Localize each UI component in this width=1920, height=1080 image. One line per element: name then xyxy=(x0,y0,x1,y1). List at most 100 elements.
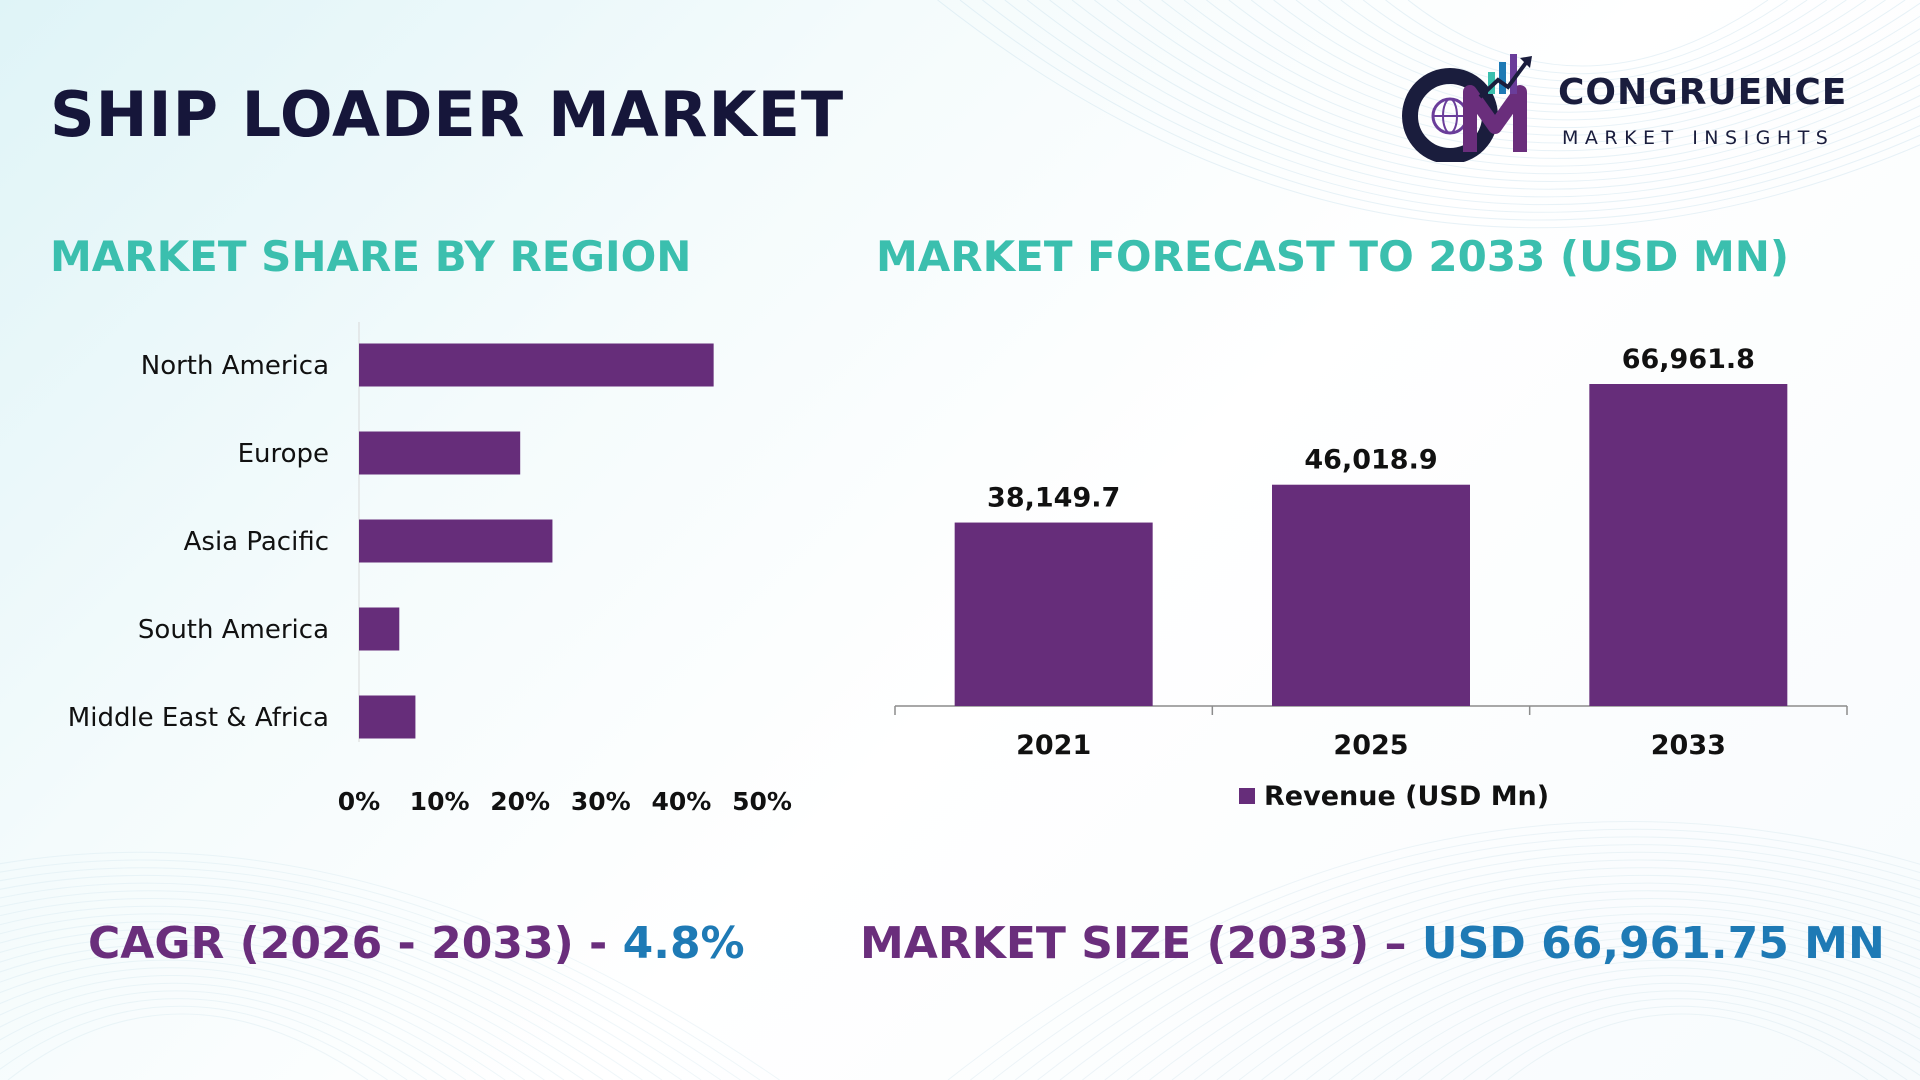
region-category-label: South America xyxy=(138,615,329,645)
background-wave-line xyxy=(1071,0,1920,182)
background-wave-line xyxy=(1328,952,1920,1080)
background-wave-line xyxy=(1116,0,1920,167)
logo-name: CONGRUENCE xyxy=(1558,72,1848,113)
background-wave-line xyxy=(1082,867,1920,1080)
forecast-category-label: 2025 xyxy=(1333,730,1408,761)
region-tick-label: 10% xyxy=(410,787,470,816)
background-wave-line xyxy=(937,0,1920,229)
background-wave-line xyxy=(1373,967,1920,1080)
background-wave-line xyxy=(0,921,604,1080)
cagr-label: CAGR (2026 - 2033) - xyxy=(88,918,623,969)
background-wave-line xyxy=(1026,0,1920,198)
background-wave-line xyxy=(7,1013,369,1080)
background-wave-line xyxy=(1261,928,1920,1080)
background-wave-line xyxy=(1138,0,1920,159)
background-wave-line xyxy=(0,944,545,1080)
background-wave-line xyxy=(1407,0,1769,67)
forecast-bar xyxy=(1589,384,1788,706)
background-wave-line xyxy=(0,905,643,1080)
market-size-summary: MARKET SIZE (2033) – USD 66,961.75 MN xyxy=(860,918,1885,969)
background-wave-line xyxy=(1306,944,1920,1080)
background-wave-line xyxy=(1206,0,1920,136)
background-wave-line xyxy=(1037,851,1920,1080)
background-wave-line xyxy=(0,867,741,1080)
market-size-label: MARKET SIZE (2033) – xyxy=(860,918,1422,969)
background-wave-line xyxy=(1171,898,1920,1080)
region-tick-label: 30% xyxy=(571,787,631,816)
market-size-value: USD 66,961.75 MN xyxy=(1421,918,1885,969)
background-wave-line xyxy=(1228,0,1920,128)
background-wave-line xyxy=(1094,0,1920,175)
background-wave-line xyxy=(1418,982,1920,1080)
background-wave-line xyxy=(0,990,428,1080)
background-wave-line xyxy=(0,936,565,1080)
background-wave-line xyxy=(1362,0,1808,82)
background-wave-line xyxy=(1014,844,1920,1080)
region-category-label: North America xyxy=(141,351,329,381)
background-wave-line xyxy=(1250,0,1906,121)
legend-label: Revenue (USD Mn) xyxy=(1264,781,1549,812)
background-wave-line xyxy=(0,967,486,1080)
background-wave-line xyxy=(1462,998,1908,1080)
background-wave-line xyxy=(0,882,702,1080)
background-wave-line xyxy=(0,859,761,1080)
background-wave-line xyxy=(1004,0,1920,206)
background-wave-line xyxy=(982,0,1920,213)
background-wave-line xyxy=(1395,975,1920,1080)
background-wave-line xyxy=(0,975,467,1080)
background-wave-line xyxy=(0,874,722,1080)
background-wave-line xyxy=(1340,0,1828,90)
background-wave-line xyxy=(0,913,624,1080)
background-wave-line xyxy=(0,959,506,1080)
page-title: SHIP LOADER MARKET xyxy=(50,78,845,151)
background-wave-line xyxy=(0,890,682,1080)
region-bar xyxy=(359,519,553,563)
background-wave-line xyxy=(1216,913,1920,1080)
background-wave-line xyxy=(1440,990,1920,1080)
region-bar xyxy=(359,695,416,739)
background-wave-line xyxy=(992,836,1920,1080)
region-tick-label: 20% xyxy=(490,787,550,816)
region-category-label: Middle East & Africa xyxy=(68,703,329,733)
background-wave-line xyxy=(0,928,584,1080)
region-tick-label: 40% xyxy=(651,787,711,816)
background-wave-line xyxy=(1507,1013,1869,1080)
cagr-summary: CAGR (2026 - 2033) - 4.8% xyxy=(88,918,745,969)
background-wave-line xyxy=(1273,0,1886,113)
forecast-data-label: 38,149.7 xyxy=(987,483,1120,514)
forecast-data-label: 66,961.8 xyxy=(1622,344,1755,375)
forecast-category-label: 2033 xyxy=(1651,730,1726,761)
region-bar xyxy=(359,431,521,475)
background-wave-line xyxy=(0,982,447,1080)
region-tick-label: 50% xyxy=(732,787,792,816)
background-wave-line xyxy=(0,952,526,1080)
forecast-data-label: 46,018.9 xyxy=(1304,445,1437,476)
forecast-bar xyxy=(954,522,1153,706)
cagr-value: 4.8% xyxy=(622,918,745,969)
forecast-bar xyxy=(1272,484,1470,706)
background-wave-line xyxy=(1104,874,1920,1080)
region-category-label: Europe xyxy=(238,439,329,469)
legend-swatch xyxy=(1239,788,1255,804)
background-wave-line xyxy=(1126,882,1920,1080)
background-wave-line xyxy=(0,998,408,1080)
background-wave-line xyxy=(1385,0,1788,75)
logo-tagline: MARKET INSIGHTS xyxy=(1562,127,1835,149)
background-wave-line xyxy=(959,0,1920,221)
background-wave-line xyxy=(1485,1005,1888,1080)
region-bar xyxy=(359,343,714,387)
cmi-logo-icon xyxy=(1402,54,1532,162)
background-wave-line xyxy=(1149,890,1920,1080)
background-wave-line xyxy=(0,898,663,1080)
forecast-category-label: 2021 xyxy=(1016,730,1091,761)
background-wave-line xyxy=(1238,921,1920,1080)
background-wave-line xyxy=(1295,0,1867,105)
background-wave-line xyxy=(1059,859,1920,1080)
background-wave-line xyxy=(1183,0,1920,144)
background-wave-line xyxy=(1350,959,1920,1080)
background-wave-line xyxy=(1161,0,1920,152)
background-wave-line xyxy=(1049,0,1920,190)
